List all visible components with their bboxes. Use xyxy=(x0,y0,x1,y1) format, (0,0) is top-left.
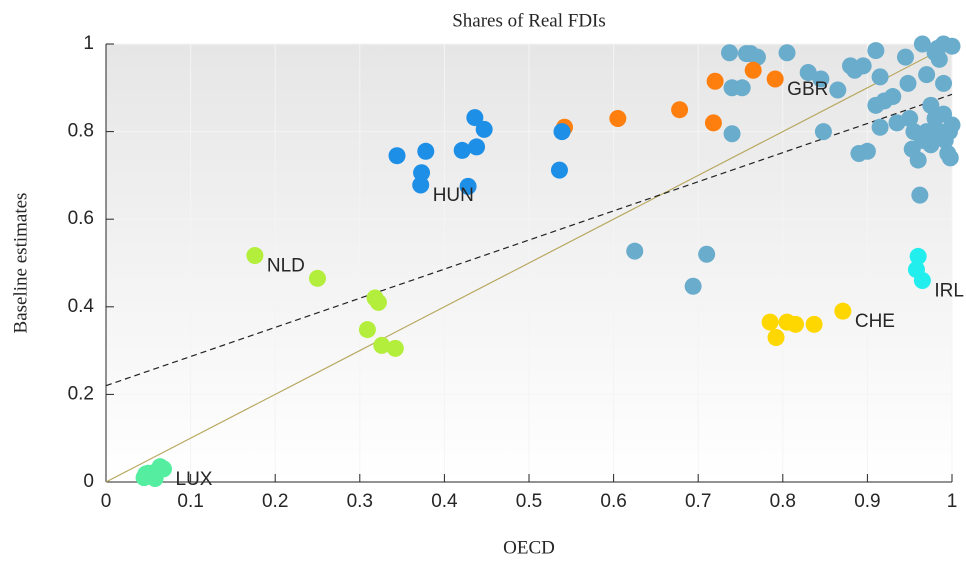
point-label: LUX xyxy=(176,469,213,490)
x-tick-label: 0.8 xyxy=(770,491,796,512)
point xyxy=(901,109,919,127)
point xyxy=(943,37,961,55)
y-tick-label: 1 xyxy=(83,33,94,54)
y-tick-label: 0.8 xyxy=(68,121,94,142)
point xyxy=(358,321,376,339)
point xyxy=(466,109,484,127)
x-tick-label: 0.2 xyxy=(262,491,288,512)
point xyxy=(386,339,404,357)
point xyxy=(453,141,471,159)
reference-line xyxy=(105,93,953,387)
point xyxy=(767,328,785,346)
point xyxy=(858,142,876,160)
point xyxy=(706,72,724,90)
point xyxy=(918,66,936,84)
point xyxy=(913,131,931,149)
x-tick-label: 0.3 xyxy=(347,491,373,512)
point xyxy=(151,458,169,476)
y-tick-label: 0 xyxy=(83,471,94,492)
point xyxy=(814,123,832,141)
y-tick-label: 0.2 xyxy=(68,383,94,404)
point xyxy=(867,42,885,60)
point xyxy=(388,147,406,165)
y-axis-label: Baseline estimates xyxy=(10,193,31,334)
point xyxy=(671,101,689,119)
x-tick-label: 0.7 xyxy=(685,491,711,512)
reference-line xyxy=(105,43,953,483)
chart-title: Shares of Real FDIs xyxy=(452,10,606,31)
x-tick-label: 0.1 xyxy=(177,491,203,512)
point xyxy=(744,61,762,79)
point-label: NLD xyxy=(267,256,305,277)
point xyxy=(834,302,852,320)
x-tick-label: 0.5 xyxy=(516,491,542,512)
point xyxy=(475,120,493,138)
point xyxy=(626,242,644,260)
x-tick-label: 0.9 xyxy=(854,491,880,512)
point xyxy=(930,123,948,141)
x-tick-label: 0.4 xyxy=(431,491,458,512)
point xyxy=(684,277,702,295)
point xyxy=(761,313,779,331)
point xyxy=(896,48,914,66)
point xyxy=(417,142,435,160)
point-label: GBR xyxy=(787,79,828,100)
point xyxy=(935,74,953,92)
point xyxy=(943,116,961,134)
y-tick-label: 0.6 xyxy=(68,208,94,229)
point xyxy=(742,45,760,63)
point xyxy=(786,315,804,333)
point xyxy=(829,81,847,99)
point xyxy=(805,315,823,333)
point xyxy=(246,247,264,265)
x-axis-label: OECD xyxy=(503,537,555,558)
point xyxy=(778,44,796,62)
y-tick-label: 0.4 xyxy=(68,296,95,317)
point xyxy=(373,336,391,354)
point xyxy=(911,186,929,204)
point xyxy=(733,79,751,97)
point xyxy=(909,151,927,169)
x-tick-label: 1 xyxy=(947,491,958,512)
point xyxy=(930,50,948,68)
point-label: HUN xyxy=(433,185,474,206)
point xyxy=(553,123,571,141)
point xyxy=(413,164,431,182)
point xyxy=(704,114,722,132)
point xyxy=(468,138,486,156)
point xyxy=(721,44,739,62)
point xyxy=(899,74,917,92)
point xyxy=(766,70,784,88)
point xyxy=(871,68,889,86)
point xyxy=(913,35,931,53)
point xyxy=(907,261,925,279)
x-tick-label: 0.6 xyxy=(600,491,626,512)
point xyxy=(854,57,872,75)
point xyxy=(871,118,889,136)
point xyxy=(698,245,716,263)
point xyxy=(799,63,817,81)
point xyxy=(812,70,830,88)
point xyxy=(369,293,387,311)
point xyxy=(922,96,940,114)
point xyxy=(884,88,902,106)
point xyxy=(723,125,741,143)
point xyxy=(459,177,477,195)
point-label: IRL xyxy=(934,281,964,302)
x-tick-label: 0 xyxy=(101,491,112,512)
point xyxy=(909,247,927,265)
point xyxy=(550,161,568,179)
point xyxy=(926,109,944,127)
point xyxy=(309,269,326,287)
point xyxy=(412,176,430,194)
point xyxy=(609,109,627,127)
point-label: CHE xyxy=(855,311,895,332)
point xyxy=(941,149,959,167)
